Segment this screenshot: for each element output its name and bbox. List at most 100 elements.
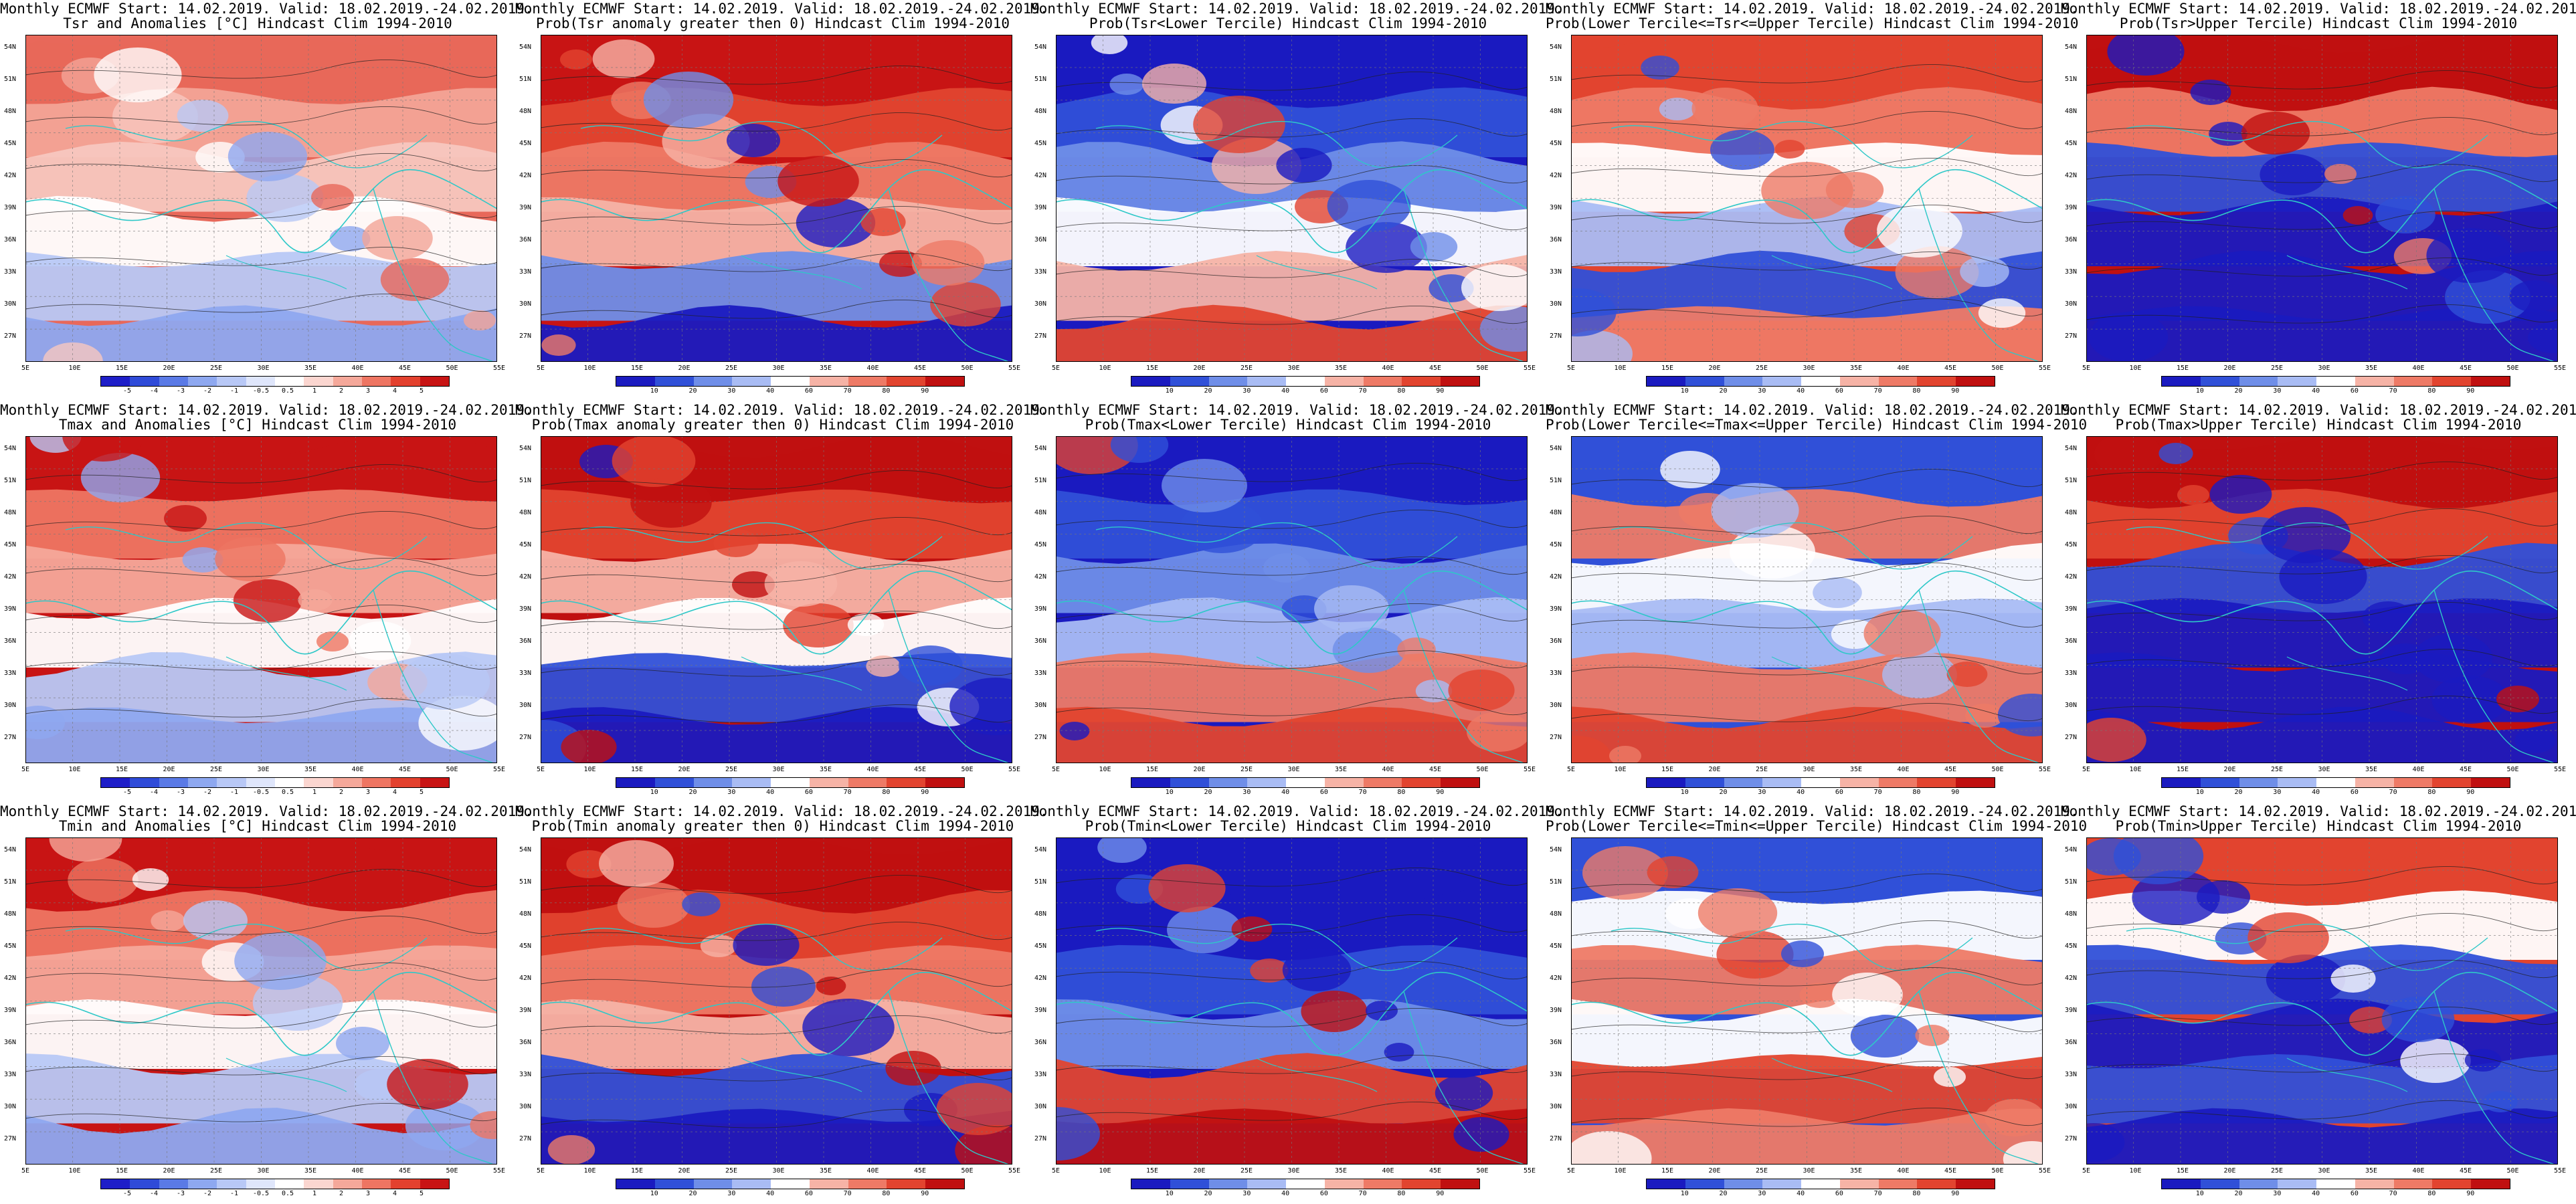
- color-bar-tick-label: 20: [2234, 789, 2243, 796]
- color-bar-swatch: [887, 377, 926, 386]
- latitude-label: 33N: [4, 1071, 17, 1078]
- color-bar: [616, 777, 965, 788]
- color-bar: [1646, 376, 1995, 387]
- color-bar-tick-label: 30: [1243, 1190, 1251, 1197]
- longitude-label: 10E: [68, 365, 81, 372]
- longitude-label: 45E: [914, 1167, 927, 1175]
- panel-title-line2: Prob(Tmin>Upper Tercile) Hindcast Clim 1…: [2115, 818, 2522, 834]
- latitude-label: 30N: [1550, 1103, 1562, 1110]
- color-bar-tick-label: 10: [1165, 789, 1174, 796]
- color-bar-swatch: [809, 1179, 848, 1189]
- panel-title: Monthly ECMWF Start: 14.02.2019. Valid: …: [1546, 804, 2087, 833]
- longitude-label: 20E: [1708, 1167, 1721, 1175]
- color-bar-swatch: [1247, 377, 1287, 386]
- color-bar-swatch: [420, 778, 449, 787]
- latitude-label: 39N: [1034, 204, 1047, 211]
- longitude-label: 5E: [537, 365, 545, 372]
- color-bar: [1646, 1179, 1995, 1189]
- latitude-label: 54N: [1034, 445, 1047, 452]
- color-bar-swatch: [1441, 1179, 1480, 1189]
- latitude-label: 27N: [2065, 332, 2078, 340]
- latitude-label: 30N: [519, 1103, 532, 1110]
- color-bar-swatch: [1170, 778, 1209, 787]
- color-bar-swatch: [616, 1179, 655, 1189]
- color-bar: [1131, 1179, 1480, 1189]
- longitude-label: 55E: [2554, 1167, 2567, 1175]
- latitude-label: 39N: [1034, 605, 1047, 613]
- longitude-label: 55E: [2039, 1167, 2051, 1175]
- latitude-label: 42N: [1550, 573, 1562, 581]
- color-bar-tick-label: -5: [122, 387, 132, 395]
- color-bar-swatch: [887, 778, 926, 787]
- latitude-label: 48N: [519, 910, 532, 918]
- color-bar-ticks: 10 20 30 40 60 70 80 90: [2161, 388, 2509, 396]
- latitude-label: 30N: [2065, 1103, 2078, 1110]
- color-bar-tick-label: 60: [1319, 789, 1328, 796]
- longitude-label: 30E: [1803, 766, 1815, 773]
- longitude-label: 5E: [537, 1167, 545, 1175]
- longitude-label: 55E: [1008, 1167, 1021, 1175]
- latitude-label: 30N: [2065, 300, 2078, 308]
- latitude-label: 30N: [4, 1103, 17, 1110]
- panel-title-line1: Monthly ECMWF Start: 14.02.2019. Valid: …: [0, 1, 533, 17]
- color-bar-tick-label: 2: [339, 789, 344, 796]
- color-bar-ticks: 10 20 30 40 60 70 80 90: [2161, 1191, 2509, 1199]
- latitude-label: 45N: [2065, 541, 2078, 548]
- color-bar-tick-label: -0.5: [252, 387, 270, 395]
- latitude-label: 27N: [1034, 1135, 1047, 1142]
- color-bar-swatch: [2393, 377, 2433, 386]
- longitude-label: 50E: [446, 365, 458, 372]
- latitude-label: 51N: [1034, 477, 1047, 484]
- forecast-map: [1571, 35, 2043, 362]
- color-bar-tick-label: 70: [843, 789, 852, 796]
- color-bar-tick-label: 70: [1873, 1190, 1882, 1197]
- longitude-label: 25E: [210, 766, 223, 773]
- longitude-label: 25E: [725, 766, 738, 773]
- color-bar-swatch: [616, 377, 655, 386]
- longitude-label: 5E: [21, 1167, 30, 1175]
- color-bar-swatch: [693, 377, 733, 386]
- color-bar-swatch: [1247, 778, 1287, 787]
- latitude-label: 51N: [4, 878, 17, 886]
- color-bar-swatch: [2200, 1179, 2239, 1189]
- color-bar-swatch: [809, 778, 848, 787]
- latitude-label: 33N: [519, 1071, 532, 1078]
- panel-title-line2: Tsr and Anomalies [°C] Hindcast Clim 199…: [63, 15, 452, 31]
- color-bar-tick-label: -5: [122, 1190, 132, 1197]
- latitude-label: 33N: [1550, 1071, 1562, 1078]
- longitude-label: 45E: [914, 365, 927, 372]
- color-bar-tick-label: 2: [339, 1190, 344, 1197]
- color-bar-tick-label: 1: [312, 1190, 317, 1197]
- forecast-map: [2086, 837, 2558, 1165]
- longitude-label: 10E: [1614, 766, 1627, 773]
- panel-title-line2: Prob(Tsr anomaly greater then 0) Hindcas…: [535, 15, 1010, 31]
- color-bar-tick-label: 90: [1436, 387, 1445, 395]
- color-bar-ticks: 10 20 30 40 60 70 80 90: [1646, 1191, 1994, 1199]
- color-bar-tick-label: 10: [1165, 387, 1174, 395]
- color-bar: [1131, 777, 1480, 788]
- color-bar-swatch: [693, 1179, 733, 1189]
- color-bar-tick-label: 40: [1797, 387, 1805, 395]
- color-bar-tick-label: 5: [419, 789, 424, 796]
- longitude-label: 15E: [631, 1167, 644, 1175]
- latitude-label: 36N: [2065, 1039, 2078, 1046]
- latitude-label: 36N: [1034, 1039, 1047, 1046]
- latitude-label: 54N: [1550, 846, 1562, 854]
- latitude-label: 45N: [1550, 541, 1562, 548]
- color-bar-swatch: [1762, 778, 1802, 787]
- panel-title: Monthly ECMWF Start: 14.02.2019. Valid: …: [515, 804, 1048, 833]
- latitude-label: 48N: [1034, 108, 1047, 115]
- forecast-map: [25, 35, 497, 362]
- color-bar-tick-label: -1: [229, 789, 239, 796]
- latitude-label: 33N: [1034, 268, 1047, 276]
- latitude-label: 45N: [519, 541, 532, 548]
- color-bar-swatch: [2432, 1179, 2472, 1189]
- longitude-label: 10E: [1614, 1167, 1627, 1175]
- longitude-label: 40E: [1382, 766, 1394, 773]
- color-bar-tick-label: 0.5: [281, 387, 294, 395]
- color-bar-tick-label: 80: [1912, 789, 1921, 796]
- color-bar-swatch: [616, 778, 655, 787]
- longitude-label: 25E: [725, 1167, 738, 1175]
- color-bar-swatch: [420, 1179, 449, 1189]
- longitude-label: 50E: [2506, 365, 2519, 372]
